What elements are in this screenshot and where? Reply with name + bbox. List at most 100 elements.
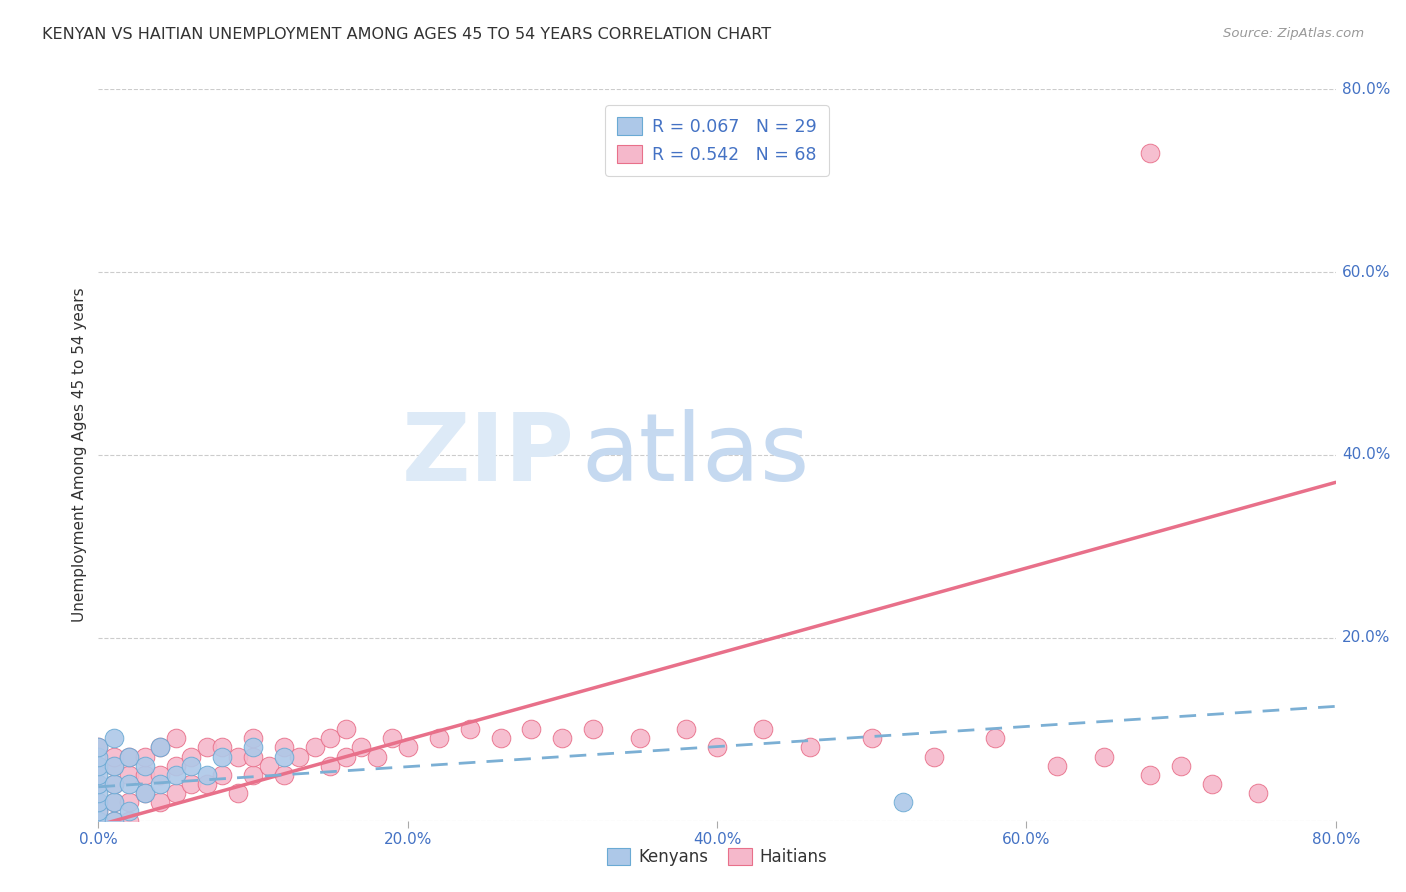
Point bbox=[87, 796, 110, 810]
Point bbox=[273, 740, 295, 755]
Point bbox=[1046, 758, 1069, 772]
Point bbox=[87, 768, 110, 782]
Point bbox=[427, 731, 450, 746]
Point bbox=[520, 723, 543, 737]
Point bbox=[195, 740, 218, 755]
Point bbox=[242, 731, 264, 746]
Point bbox=[149, 777, 172, 791]
Point bbox=[288, 749, 311, 764]
Point bbox=[103, 814, 125, 828]
Text: atlas: atlas bbox=[581, 409, 810, 501]
Point bbox=[319, 758, 342, 772]
Point bbox=[242, 749, 264, 764]
Point bbox=[335, 723, 357, 737]
Point bbox=[87, 805, 110, 819]
Point bbox=[304, 740, 326, 755]
Point bbox=[118, 777, 141, 791]
Point bbox=[103, 758, 125, 772]
Point bbox=[149, 796, 172, 810]
Text: 60.0%: 60.0% bbox=[1341, 265, 1391, 279]
Point bbox=[134, 749, 156, 764]
Point bbox=[165, 786, 187, 800]
Point bbox=[242, 768, 264, 782]
Point bbox=[103, 777, 125, 791]
Point bbox=[103, 796, 125, 810]
Text: 20.0%: 20.0% bbox=[1341, 631, 1391, 645]
Point bbox=[582, 723, 605, 737]
Point bbox=[1092, 749, 1115, 764]
Point bbox=[1201, 777, 1223, 791]
Point bbox=[87, 786, 110, 800]
Point bbox=[319, 731, 342, 746]
Point bbox=[799, 740, 821, 755]
Point bbox=[134, 786, 156, 800]
Point bbox=[551, 731, 574, 746]
Point bbox=[118, 768, 141, 782]
Point bbox=[180, 749, 202, 764]
Text: KENYAN VS HAITIAN UNEMPLOYMENT AMONG AGES 45 TO 54 YEARS CORRELATION CHART: KENYAN VS HAITIAN UNEMPLOYMENT AMONG AGE… bbox=[42, 27, 772, 42]
Point bbox=[752, 723, 775, 737]
Point bbox=[87, 805, 110, 819]
Point bbox=[335, 749, 357, 764]
Point bbox=[149, 768, 172, 782]
Point bbox=[860, 731, 883, 746]
Point bbox=[242, 740, 264, 755]
Point bbox=[180, 777, 202, 791]
Point bbox=[706, 740, 728, 755]
Point bbox=[103, 796, 125, 810]
Point bbox=[195, 768, 218, 782]
Point bbox=[165, 758, 187, 772]
Point bbox=[103, 758, 125, 772]
Point bbox=[134, 768, 156, 782]
Point bbox=[87, 740, 110, 755]
Point bbox=[87, 749, 110, 764]
Point bbox=[273, 749, 295, 764]
Point bbox=[103, 731, 125, 746]
Point bbox=[103, 749, 125, 764]
Text: 80.0%: 80.0% bbox=[1341, 82, 1391, 96]
Point bbox=[87, 814, 110, 828]
Point bbox=[273, 768, 295, 782]
Point bbox=[675, 723, 697, 737]
Point bbox=[180, 758, 202, 772]
Point bbox=[350, 740, 373, 755]
Point bbox=[195, 777, 218, 791]
Point bbox=[149, 740, 172, 755]
Point bbox=[165, 731, 187, 746]
Point bbox=[1139, 146, 1161, 161]
Point bbox=[211, 768, 233, 782]
Legend: Kenyans, Haitians: Kenyans, Haitians bbox=[598, 839, 837, 874]
Point bbox=[366, 749, 388, 764]
Point bbox=[211, 740, 233, 755]
Point bbox=[118, 749, 141, 764]
Point bbox=[87, 814, 110, 828]
Point bbox=[87, 740, 110, 755]
Point bbox=[257, 758, 280, 772]
Point bbox=[381, 731, 404, 746]
Point bbox=[922, 749, 945, 764]
Point bbox=[118, 796, 141, 810]
Point bbox=[118, 814, 141, 828]
Point bbox=[118, 749, 141, 764]
Point bbox=[87, 796, 110, 810]
Text: Source: ZipAtlas.com: Source: ZipAtlas.com bbox=[1223, 27, 1364, 40]
Point bbox=[458, 723, 481, 737]
Point bbox=[103, 814, 125, 828]
Point bbox=[87, 777, 110, 791]
Point bbox=[87, 777, 110, 791]
Point bbox=[984, 731, 1007, 746]
Text: ZIP: ZIP bbox=[402, 409, 575, 501]
Point bbox=[134, 786, 156, 800]
Point bbox=[118, 805, 141, 819]
Point bbox=[891, 796, 914, 810]
Point bbox=[165, 768, 187, 782]
Point bbox=[226, 786, 249, 800]
Point bbox=[103, 777, 125, 791]
Point bbox=[396, 740, 419, 755]
Point bbox=[87, 758, 110, 772]
Point bbox=[1247, 786, 1270, 800]
Point bbox=[1170, 758, 1192, 772]
Point bbox=[87, 758, 110, 772]
Point bbox=[149, 740, 172, 755]
Point bbox=[87, 814, 110, 828]
